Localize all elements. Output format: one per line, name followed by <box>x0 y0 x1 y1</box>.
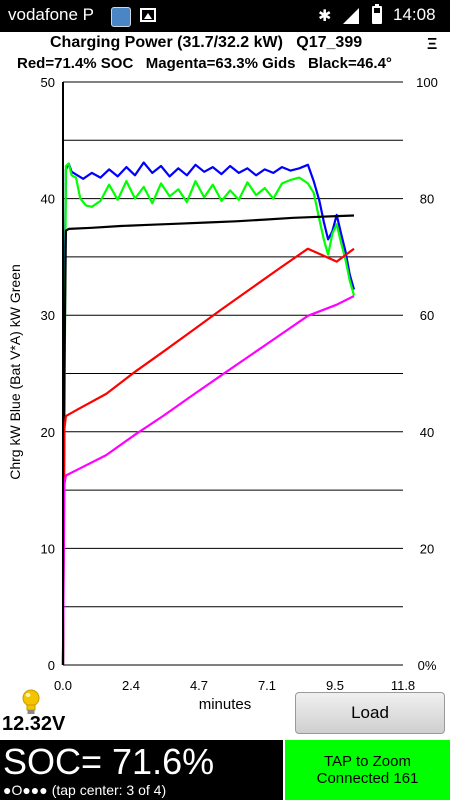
series-line-2 <box>61 214 355 666</box>
series-line-0 <box>61 161 356 666</box>
chart-subtitle: Red=71.4% SOC Magenta=63.3% Gids Black=4… <box>17 55 392 72</box>
y-tick-label: 50 <box>41 75 55 90</box>
signal-icon <box>343 8 359 24</box>
x-tick-label: 11.8 <box>391 678 415 693</box>
y-tick-label: 40 <box>41 192 55 207</box>
y2-tick-label: 60 <box>420 308 434 323</box>
series-line-4 <box>61 295 355 666</box>
y2-tick-label: 100 <box>416 75 438 90</box>
y-tick-label: 10 <box>41 541 55 556</box>
battery-icon <box>372 4 382 24</box>
x-tick-label: 4.7 <box>190 678 208 693</box>
y2-tick-label: 40 <box>420 425 434 440</box>
tap-to-zoom-label: TAP to Zoom <box>324 753 411 770</box>
x-tick-label: 0.0 <box>54 678 72 693</box>
image-icon <box>140 8 156 22</box>
page-dots: ●O●●● <box>3 782 48 798</box>
y-tick-label: 0 <box>48 658 55 673</box>
x-tick-label: 2.4 <box>122 678 140 693</box>
menu-icon[interactable]: Ξ <box>427 36 438 53</box>
page-hint: (tap center: 3 of 4) <box>51 782 167 798</box>
voltage-readout: 12.32V <box>2 713 66 735</box>
y-tick-label: 30 <box>41 308 55 323</box>
status-clock: 14:08 <box>393 5 436 24</box>
y2-tick-label: 20 <box>420 541 434 556</box>
series-line-1 <box>61 162 356 666</box>
series-line-3 <box>61 247 355 666</box>
status-bar: vodafone P ✱ 14:08 <box>0 0 450 32</box>
zoom-panel[interactable]: TAP to Zoom Connected 161 <box>285 740 450 800</box>
bluetooth-icon: ✱ <box>318 8 332 25</box>
x-tick-label: 9.5 <box>326 678 344 693</box>
x-axis-label: minutes <box>199 696 252 713</box>
y2-tick-label: 80 <box>420 192 434 207</box>
connection-status: Connected 161 <box>316 770 419 787</box>
carrier-name: vodafone P <box>8 5 95 24</box>
lightbulb-icon <box>22 689 40 714</box>
soc-panel[interactable]: SOC= 71.6% ●O●●● (tap center: 3 of 4) <box>0 740 283 800</box>
soc-value: SOC= 71.6% <box>3 741 215 782</box>
load-button[interactable]: Load <box>295 692 445 734</box>
page-indicator: ●O●●● (tap center: 3 of 4) <box>3 782 166 798</box>
y-tick-label: 20 <box>41 425 55 440</box>
y-axis-label: Chrg kW Blue (Bat V*A) kW Green <box>7 264 23 480</box>
y2-tick-label: 0% <box>418 658 437 673</box>
app-icon <box>111 7 131 27</box>
chart-title: Charging Power (31.7/32.2 kW) Q17_399 <box>50 34 363 51</box>
x-tick-label: 7.1 <box>258 678 276 693</box>
